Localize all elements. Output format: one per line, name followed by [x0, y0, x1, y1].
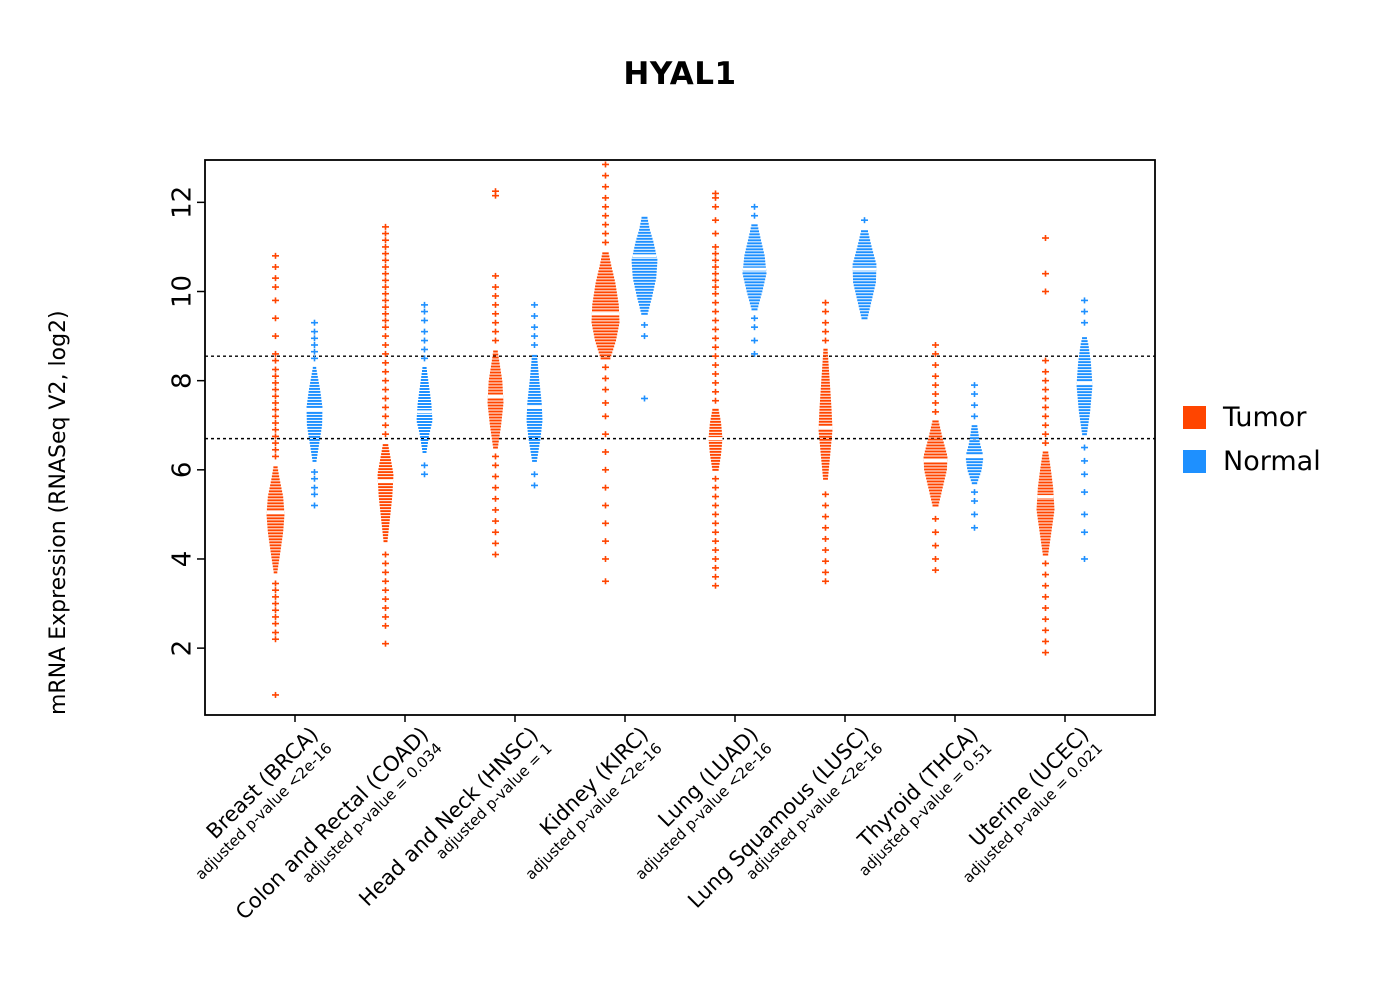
violin-normal-2 [526, 301, 543, 489]
y-tick-label-12: 12 [168, 186, 198, 219]
violin-tumor-0 [266, 252, 285, 698]
y-tick-label-8: 8 [168, 372, 198, 389]
violin-normal-7 [1076, 297, 1093, 562]
violin-tumor-7 [1036, 235, 1055, 656]
y-tick-label-6: 6 [168, 462, 198, 479]
chart-title: HYAL1 [623, 56, 737, 92]
y-tick-label-4: 4 [168, 551, 198, 568]
y-tick-label-2: 2 [168, 640, 198, 657]
tumor-swatch-icon [1183, 406, 1206, 429]
violin-tumor-3 [591, 161, 620, 585]
violin-normal-0 [306, 319, 323, 509]
legend-item-normal: Normal [1183, 446, 1321, 477]
violin-normal-3 [631, 216, 658, 402]
violin-normal-4 [742, 203, 767, 357]
normal-swatch-icon [1183, 450, 1206, 473]
violin-normal-5 [852, 217, 877, 320]
violin-tumor-1 [377, 223, 394, 647]
plot-border [204, 159, 1156, 716]
legend-label-normal: Normal [1223, 446, 1321, 477]
violin-normal-6 [965, 382, 984, 531]
violin-tumor-5 [818, 299, 833, 585]
y-tick-label-10: 10 [168, 275, 198, 308]
legend-label-tumor: Tumor [1223, 402, 1307, 433]
violin-normal-1 [416, 301, 433, 478]
violin-tumor-2 [487, 188, 504, 558]
violin-tumor-6 [923, 342, 948, 574]
violin-tumor-4 [708, 190, 723, 589]
legend-item-tumor: Tumor [1183, 402, 1321, 433]
legend: Tumor Normal [1183, 402, 1321, 490]
